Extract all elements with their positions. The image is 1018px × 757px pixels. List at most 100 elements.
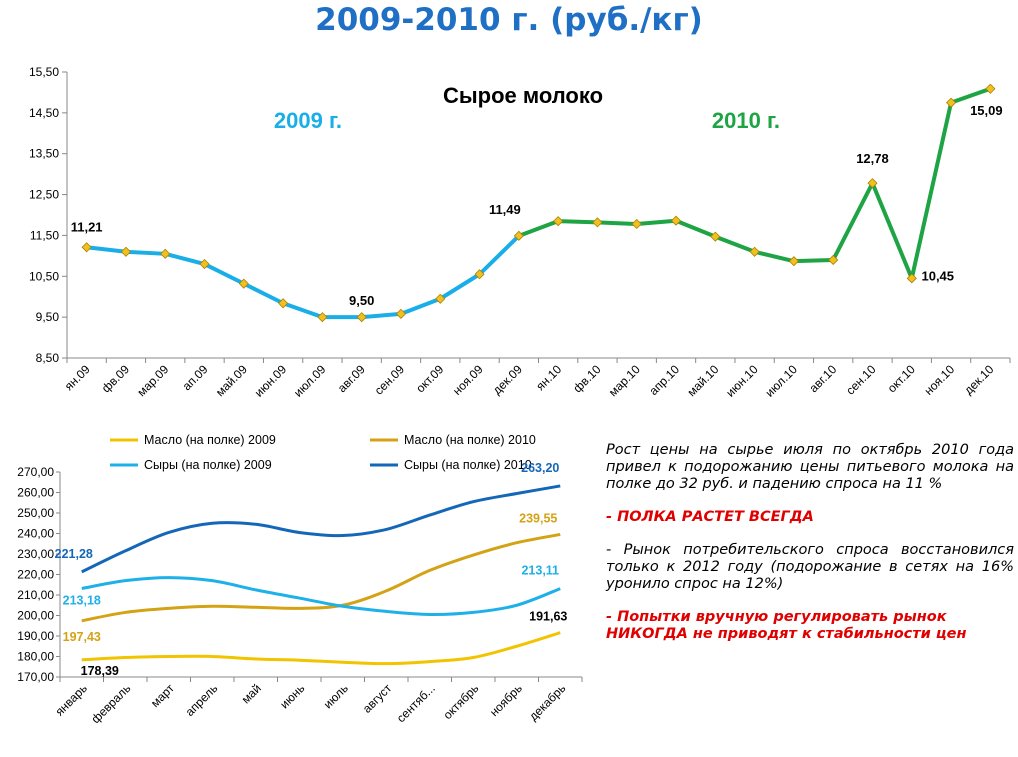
chart-title: Сырое молоко <box>443 83 603 108</box>
page-title: 2009-2010 г. (руб./кг) <box>315 2 703 38</box>
data-label: 213,18 <box>63 593 101 607</box>
legend-label: Масло (на полке) 2009 <box>144 433 276 447</box>
x-tick-label: декабрь <box>526 681 568 723</box>
note-manual-regulation: - Попытки вручную регулировать рынок НИК… <box>606 609 967 642</box>
x-tick-label: сентяб... <box>394 681 438 725</box>
data-point-marker <box>81 242 92 253</box>
x-tick-label: июн.09 <box>252 362 290 400</box>
x-tick-label: ноя.09 <box>450 362 486 398</box>
y-tick-label: 230,00 <box>17 547 54 561</box>
data-point-marker <box>906 273 917 284</box>
data-point-marker <box>278 298 289 309</box>
data-label: 197,43 <box>63 630 101 644</box>
data-label: 15,09 <box>970 103 1003 118</box>
x-tick-label: фв.10 <box>570 362 603 395</box>
annotation-2009: 2009 г. <box>274 108 342 133</box>
data-point-marker <box>395 308 407 319</box>
x-tick-label: июль <box>321 681 351 711</box>
y-tick-label: 15,50 <box>29 65 59 79</box>
y-tick-label: 250,00 <box>17 506 54 520</box>
data-point-marker <box>435 293 446 304</box>
y-tick-label: 200,00 <box>17 609 54 623</box>
data-point-marker <box>160 248 171 259</box>
legend-label: Сыры (на полке) 2009 <box>144 458 272 472</box>
x-tick-label: окт.10 <box>885 362 918 395</box>
x-tick-label: ап.09 <box>180 362 211 393</box>
data-label: 191,63 <box>529 610 567 624</box>
series-line <box>81 532 561 623</box>
y-tick-label: 11,50 <box>30 228 59 242</box>
series-line <box>81 484 561 574</box>
y-tick-label: 8,50 <box>36 351 60 365</box>
x-tick-label: май <box>239 681 264 706</box>
data-point-marker <box>592 217 603 228</box>
data-point-marker <box>631 218 642 230</box>
x-tick-label: май.10 <box>684 362 721 399</box>
x-tick-label: октябрь <box>440 681 481 722</box>
x-tick-label: ян.10 <box>533 362 564 393</box>
x-tick-label: апрель <box>183 681 221 719</box>
data-point-marker <box>985 83 996 94</box>
x-tick-label: июн.10 <box>723 362 761 400</box>
raw-milk-chart: 8,50 9,50 10,50 11,50 12,50 13,50 14,50 15,50 ян… <box>29 65 1011 400</box>
x-tick-label: дек.09 <box>490 362 525 397</box>
data-label: 239,55 <box>519 511 557 525</box>
x-tick-label: апр.10 <box>646 362 682 398</box>
data-point-marker <box>670 215 682 226</box>
data-point-marker <box>945 97 957 108</box>
x-tick-label: мар.10 <box>606 362 643 399</box>
x-tick-label: дек.10 <box>961 362 996 397</box>
data-point-marker <box>474 269 485 280</box>
note-shelf-grows: - ПОЛКА РАСТЕТ ВСЕГДА <box>606 509 814 525</box>
x-tick-label: сен.10 <box>843 362 879 398</box>
y-tick-label: 220,00 <box>17 568 54 582</box>
annotation-2010: 2010 г. <box>712 108 780 133</box>
data-label: 11,49 <box>489 202 521 217</box>
y-tick-label: 260,00 <box>17 486 54 500</box>
data-label: 221,28 <box>55 547 93 561</box>
legend-label: Масло (на полке) 2010 <box>404 433 536 447</box>
x-tick-label: авг.10 <box>806 362 839 395</box>
data-label: 213,11 <box>521 564 559 578</box>
data-point-marker <box>238 278 249 289</box>
data-label: 9,50 <box>349 293 374 308</box>
series-line-2009 <box>86 234 521 320</box>
x-tick-label: август <box>360 681 395 716</box>
x-tick-label: авг.09 <box>335 362 368 395</box>
data-point-marker <box>867 178 878 189</box>
y-tick-label: 12,50 <box>29 188 59 202</box>
x-tick-label: фв.09 <box>99 362 132 395</box>
x-tick-label: ян.09 <box>62 362 93 393</box>
data-point-marker <box>828 254 839 266</box>
x-tick-label: окт.09 <box>413 362 446 395</box>
data-label: 178,39 <box>81 664 119 678</box>
note-price-growth: Рост цены на сырье июля по октябрь 2010 … <box>606 442 1014 492</box>
data-point-marker <box>199 258 210 270</box>
y-tick-label: 10,50 <box>29 269 59 283</box>
x-tick-label: июл.09 <box>291 362 329 400</box>
x-tick-label: ноя.10 <box>921 362 957 398</box>
x-tick-label: мар.09 <box>134 362 171 399</box>
y-tick-label: 240,00 <box>17 527 54 541</box>
x-tick-label: май.09 <box>213 362 250 399</box>
shelf-prices-chart: Масло (на полке) 2009 Масло (на полке) 20… <box>17 433 583 726</box>
data-point-marker <box>553 216 564 227</box>
data-label: 12,78 <box>856 151 889 166</box>
series-line <box>81 631 561 666</box>
x-tick-label: июл.10 <box>762 362 800 400</box>
x-tick-label: июнь <box>277 681 307 711</box>
data-point-marker <box>710 231 721 242</box>
y-tick-label: 170,00 <box>17 670 54 684</box>
data-point-marker <box>317 312 328 323</box>
data-point-marker <box>356 312 367 323</box>
x-tick-label: январь <box>52 681 89 718</box>
data-point-marker <box>513 230 524 241</box>
x-tick-label: февраль <box>88 681 133 726</box>
y-tick-label: 9,50 <box>36 310 60 324</box>
y-tick-label: 14,50 <box>29 106 59 120</box>
y-tick-label: 13,50 <box>29 147 59 161</box>
x-tick-label: март <box>148 681 177 710</box>
data-point-marker <box>120 246 132 257</box>
y-tick-label: 180,00 <box>17 650 54 664</box>
data-label: 263,20 <box>521 461 559 475</box>
